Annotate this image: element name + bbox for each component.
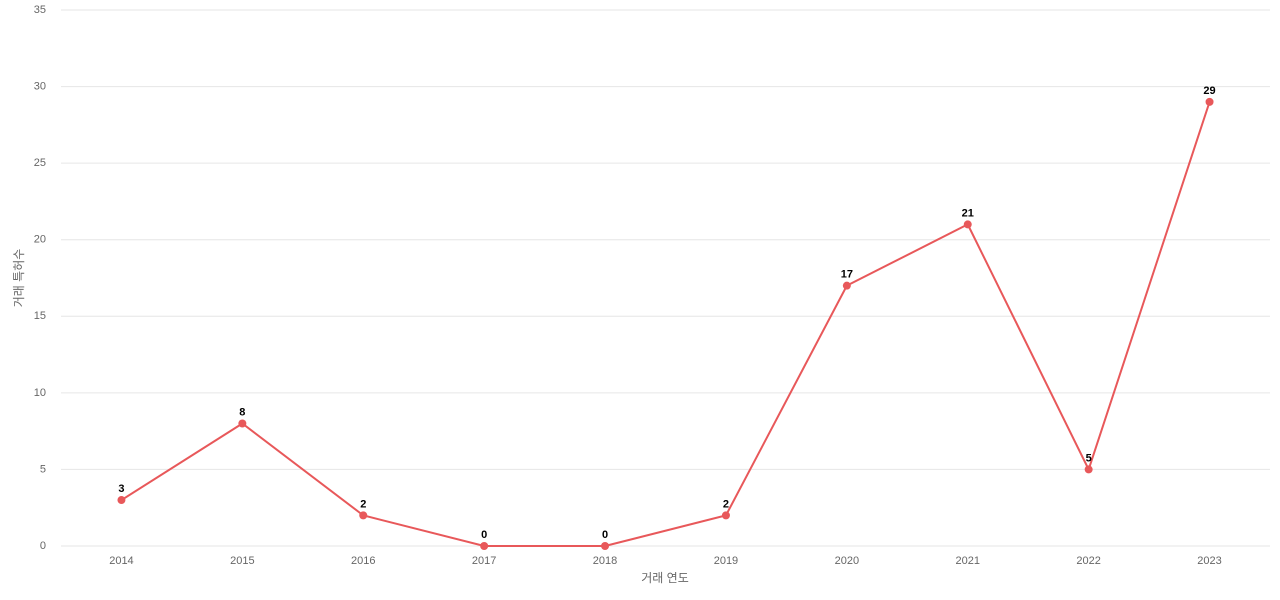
point [842, 281, 851, 290]
y-tick-label: 35 [34, 4, 46, 16]
y-tick-label: 20 [34, 234, 46, 246]
point [963, 220, 972, 229]
x-tick-label: 2022 [1076, 555, 1100, 567]
point [238, 419, 247, 428]
value-label: 2 [360, 498, 366, 510]
y-axis-title: 거래 특허수 [12, 249, 26, 308]
value-label: 5 [1086, 452, 1092, 464]
y-tick-label: 10 [34, 387, 46, 399]
x-tick-label: 2015 [230, 555, 254, 567]
point [601, 542, 610, 550]
point [480, 542, 489, 550]
point [721, 511, 730, 520]
point [359, 511, 368, 520]
line [120, 101, 1211, 547]
y-tick-label: 30 [34, 80, 46, 92]
value-label: 17 [841, 269, 853, 281]
x-axis-title: 거래 연도 [641, 571, 689, 585]
y-tick-label: 25 [34, 157, 46, 169]
point [1084, 465, 1093, 474]
value-label: 0 [481, 529, 487, 541]
value-label: 2 [723, 498, 729, 510]
x-tick-label: 2014 [109, 555, 133, 567]
point [1205, 97, 1214, 106]
value-label: 29 [1203, 85, 1215, 97]
value-label: 8 [239, 406, 245, 418]
x-tick-label: 2020 [835, 555, 859, 567]
x-tick-label: 2017 [472, 555, 496, 567]
value-label: 0 [602, 529, 608, 541]
y-tick-label: 5 [40, 463, 46, 475]
x-tick-label: 2021 [956, 555, 980, 567]
x-tick-label: 2019 [714, 555, 738, 567]
y-tick-label: 0 [40, 540, 46, 552]
value-label: 3 [118, 483, 124, 495]
x-tick-label: 2023 [1197, 555, 1221, 567]
x-tick-label: 2018 [593, 555, 617, 567]
x-tick-label: 2016 [351, 555, 375, 567]
value-label: 21 [962, 207, 974, 219]
y-tick-label: 15 [34, 310, 46, 322]
point [117, 496, 126, 505]
